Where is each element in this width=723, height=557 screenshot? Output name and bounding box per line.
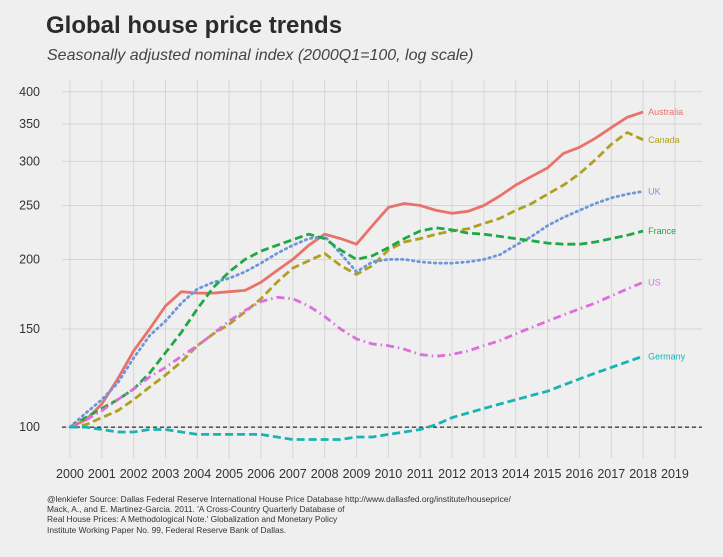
caption-line: Institute Working Paper No. 99, Federal … (47, 524, 287, 535)
series-label-germany: Germany (648, 351, 686, 361)
x-tick-label: 2010 (374, 467, 402, 481)
x-tick-label: 2011 (407, 467, 434, 481)
chart-title: Global house price trends (46, 12, 343, 39)
series-label-uk: UK (648, 186, 661, 196)
x-tick-label: 2001 (88, 467, 116, 481)
y-tick-label: 350 (19, 117, 40, 131)
y-tick-label: 300 (19, 154, 40, 168)
x-tick-label: 2019 (661, 467, 689, 481)
y-tick-label: 150 (19, 322, 40, 336)
x-tick-label: 2017 (597, 467, 625, 481)
x-tick-label: 2007 (279, 467, 307, 481)
x-tick-label: 2005 (215, 467, 243, 481)
y-tick-label: 100 (19, 420, 40, 434)
x-tick-label: 2016 (566, 467, 594, 481)
chart-subtitle: Seasonally adjusted nominal index (2000Q… (47, 47, 474, 64)
x-tick-label: 2004 (183, 467, 211, 481)
x-tick-label: 2006 (247, 467, 275, 481)
source-caption: @lenkiefer Source: Dallas Federal Reserv… (47, 494, 667, 535)
x-tick-label: 2018 (629, 467, 657, 481)
x-axis-tick-labels: 2000 2001 2002 2003 2004 2005 2006 2007 2008 2009… (56, 467, 689, 481)
caption-line: Mack, A., and E. Martinez-Garcia. 2011. … (47, 504, 345, 515)
caption-line: Real House Prices: A Methodological Note… (47, 514, 338, 525)
series-line-australia (69, 110, 644, 429)
x-tick-label: 2015 (534, 467, 562, 481)
grid-lines (62, 80, 702, 458)
x-tick-label: 2012 (438, 467, 466, 481)
x-tick-label: 2013 (470, 467, 498, 481)
series-label-australia: Australia (648, 107, 683, 117)
line-chart: Australia Canada UK France US Germany 100 150 2… (19, 80, 702, 481)
series-lines (68, 110, 645, 441)
x-tick-label: 2003 (152, 467, 180, 481)
series-label-france: France (648, 226, 676, 236)
y-tick-label: 250 (19, 198, 40, 212)
series-line-canada (69, 131, 644, 429)
x-tick-label: 2008 (311, 467, 339, 481)
caption-line: @lenkiefer Source: Dallas Federal Reserv… (47, 494, 511, 504)
y-tick-label: 200 (19, 252, 40, 266)
y-axis-tick-labels: 100 150 200 250 300 350 400 (19, 85, 40, 434)
x-tick-label: 2000 (56, 467, 84, 481)
x-tick-label: 2009 (343, 467, 371, 481)
series-line-uk (68, 190, 645, 429)
series-line-us (69, 281, 644, 429)
series-line-germany (70, 354, 644, 441)
series-labels: Australia Canada UK France US Germany (648, 107, 686, 361)
y-tick-label: 400 (19, 85, 40, 99)
series-label-canada: Canada (648, 135, 680, 145)
series-line-france (69, 226, 644, 429)
x-tick-label: 2002 (120, 467, 148, 481)
x-tick-label: 2014 (502, 467, 530, 481)
series-label-us: US (648, 277, 661, 287)
